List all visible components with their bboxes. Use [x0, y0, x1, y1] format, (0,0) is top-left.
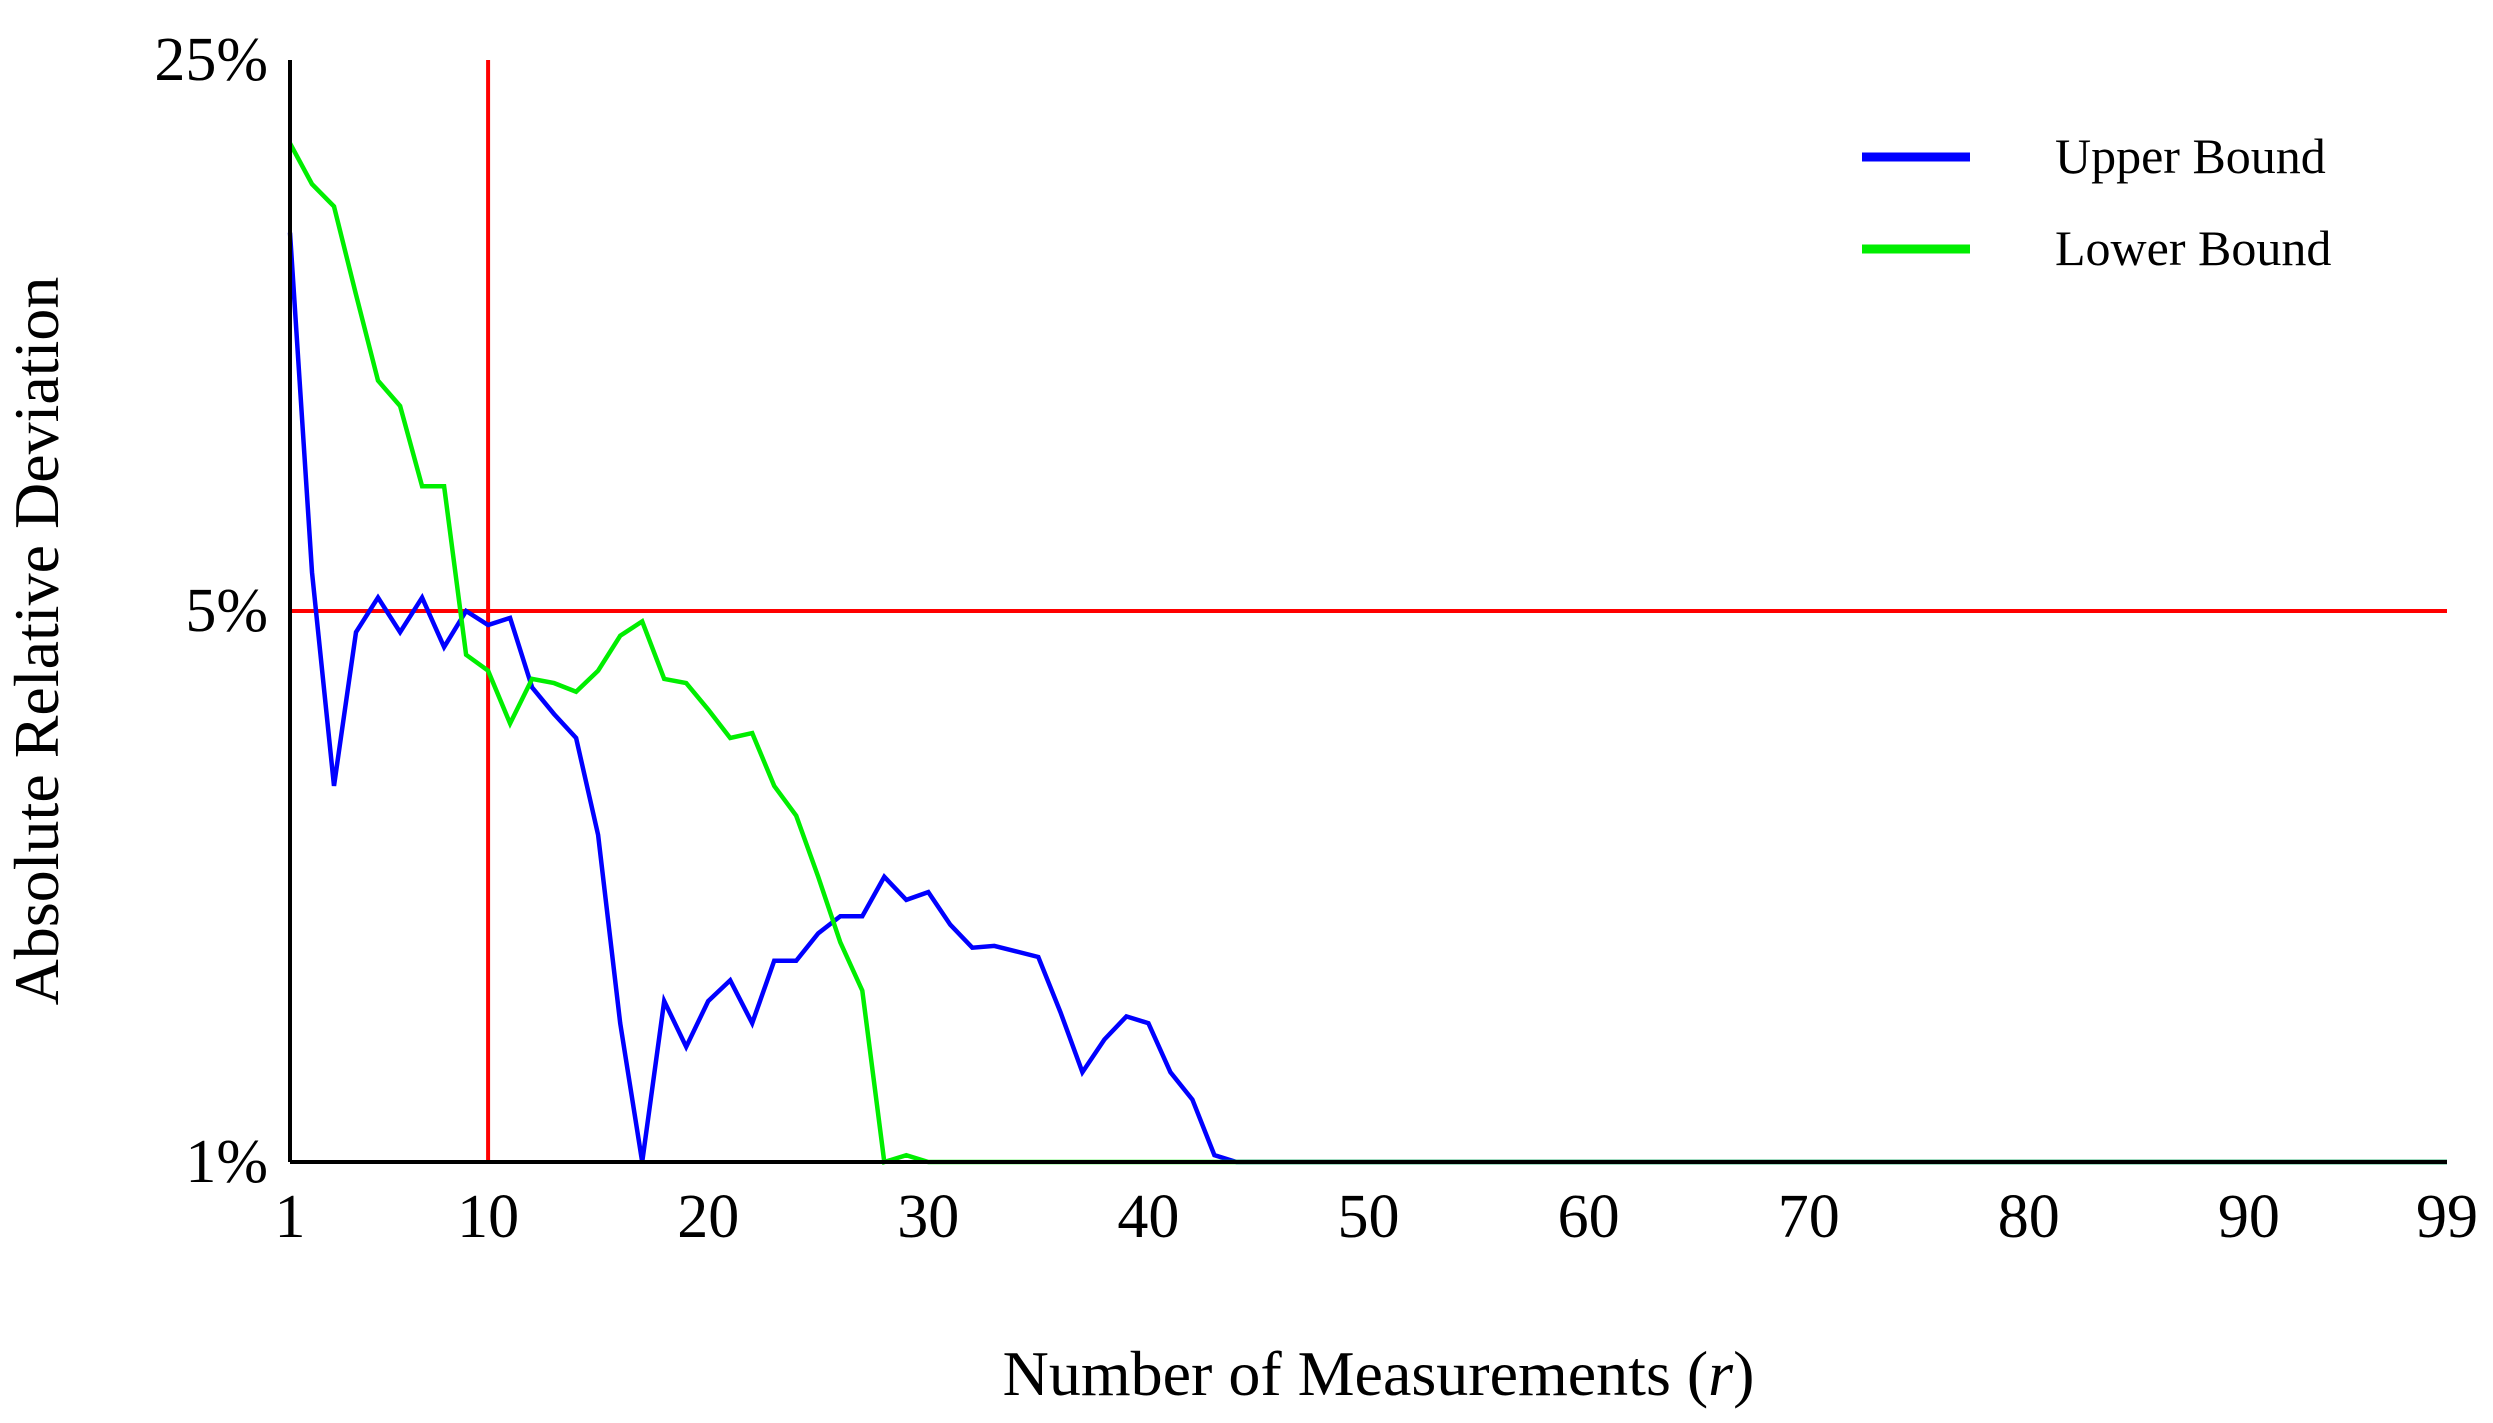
- series-line-lower-bound: [288, 142, 2447, 1165]
- y-tick-label: 25%: [154, 26, 268, 94]
- x-tick-labels: 1 10 20 30 40 50 60 70 80 90 99: [275, 1183, 2479, 1251]
- x-tick-label: 70: [1778, 1183, 1840, 1251]
- y-tick-label: 5%: [185, 577, 268, 645]
- x-axis-title: Number of Measurements (r): [1003, 1338, 1755, 1409]
- x-tick-label: 90: [2218, 1183, 2280, 1251]
- x-axis-title-text: Number of Measurements: [1003, 1338, 1671, 1409]
- x-tick-label: 20: [677, 1183, 739, 1251]
- legend: Upper Bound Lower Bound: [1862, 128, 2331, 276]
- x-tick-label: 10: [457, 1183, 519, 1251]
- y-axis-title: Absolute Relative Deviation: [1, 277, 72, 1006]
- x-tick-label: 99: [2416, 1183, 2478, 1251]
- x-tick-label: 50: [1338, 1183, 1400, 1251]
- x-tick-label: 40: [1117, 1183, 1179, 1251]
- x-tick-label: 60: [1558, 1183, 1620, 1251]
- y-tick-label: 1%: [185, 1128, 268, 1196]
- series-layer: [287, 142, 2447, 1165]
- y-tick-labels: 1% 5% 25%: [154, 26, 268, 1196]
- legend-label-lower-bound: Lower Bound: [2055, 220, 2331, 276]
- series-line-upper-bound: [287, 232, 2447, 1165]
- x-tick-label: 30: [897, 1183, 959, 1251]
- x-axis-title-variable: r: [1708, 1338, 1734, 1409]
- x-tick-label: 1: [275, 1183, 306, 1251]
- legend-label-upper-bound: Upper Bound: [2055, 128, 2326, 184]
- axes: [288, 60, 2447, 1164]
- x-tick-label: 80: [1998, 1183, 2060, 1251]
- reference-lines: [290, 60, 2447, 1162]
